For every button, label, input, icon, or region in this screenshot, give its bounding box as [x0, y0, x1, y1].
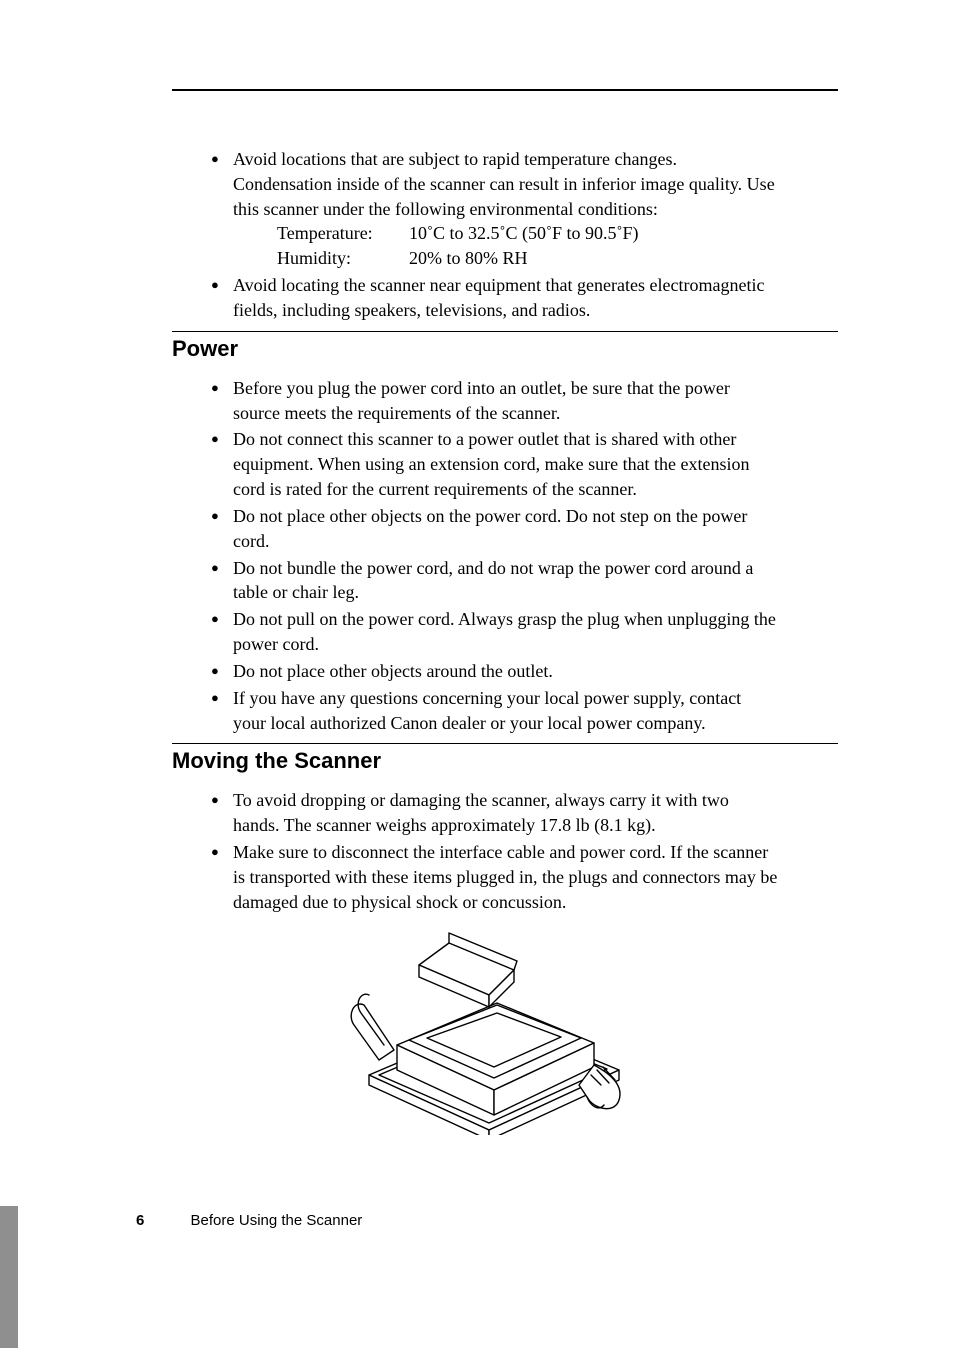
top-rule	[172, 89, 838, 91]
bullet-outlet-objects: Do not place other objects around the ou…	[211, 659, 838, 684]
bullet-disconnect-cables: Make sure to disconnect the interface ca…	[211, 840, 838, 914]
text: is transported with these items plugged …	[233, 867, 777, 887]
section-rule-power	[172, 331, 838, 332]
text: If you have any questions concerning you…	[233, 688, 741, 708]
heading-moving: Moving the Scanner	[172, 748, 838, 774]
text: hands. The scanner weighs approximately …	[233, 815, 656, 835]
text: fields, including speakers, televisions,…	[233, 300, 590, 320]
scanner-carry-illustration	[339, 925, 838, 1142]
text: Do not place other objects around the ou…	[233, 661, 553, 681]
text: your local authorized Canon dealer or yo…	[233, 713, 706, 733]
text: Do not place other objects on the power …	[233, 506, 747, 526]
text: Do not connect this scanner to a power o…	[233, 429, 736, 449]
bullet-power-source: Before you plug the power cord into an o…	[211, 376, 838, 426]
text: Before you plug the power cord into an o…	[233, 378, 730, 398]
heading-power: Power	[172, 336, 838, 362]
text: power cord.	[233, 634, 319, 654]
side-tab	[0, 1206, 18, 1348]
text: Condensation inside of the scanner can r…	[233, 174, 775, 194]
page-footer: 6 Before Using the Scanner	[136, 1212, 362, 1229]
text: Make sure to disconnect the interface ca…	[233, 842, 768, 862]
bullet-bundle-cord: Do not bundle the power cord, and do not…	[211, 556, 838, 606]
bullet-shared-outlet: Do not connect this scanner to a power o…	[211, 427, 838, 501]
env-temperature: Temperature: 10˚C to 32.5˚C (50˚F to 90.…	[233, 221, 838, 246]
text: Do not pull on the power cord. Always gr…	[233, 609, 776, 629]
bullet-pull-cord: Do not pull on the power cord. Always gr…	[211, 607, 838, 657]
power-bullets-block: Before you plug the power cord into an o…	[136, 376, 838, 736]
env-temp-label: Temperature:	[277, 221, 409, 246]
bullet-electromagnetic: Avoid locating the scanner near equipmen…	[211, 273, 838, 323]
bullet-cord-objects: Do not place other objects on the power …	[211, 504, 838, 554]
text: damaged due to physical shock or concuss…	[233, 892, 566, 912]
text: Avoid locations that are subject to rapi…	[233, 149, 677, 169]
page-number: 6	[136, 1212, 144, 1229]
text: Avoid locating the scanner near equipmen…	[233, 275, 764, 295]
env-humidity: Humidity: 20% to 80% RH	[233, 246, 838, 271]
text: Do not bundle the power cord, and do not…	[233, 558, 753, 578]
text: table or chair leg.	[233, 582, 359, 602]
bullet-carry-two-hands: To avoid dropping or damaging the scanne…	[211, 788, 838, 838]
env-hum-value: 20% to 80% RH	[409, 246, 528, 271]
text: source meets the requirements of the sca…	[233, 403, 560, 423]
text: To avoid dropping or damaging the scanne…	[233, 790, 729, 810]
text: equipment. When using an extension cord,…	[233, 454, 750, 474]
text: cord.	[233, 531, 269, 551]
text: this scanner under the following environ…	[233, 199, 658, 219]
scanner-svg-icon	[339, 925, 639, 1135]
section-rule-moving	[172, 743, 838, 744]
chapter-name: Before Using the Scanner	[191, 1212, 363, 1229]
moving-bullets-block: To avoid dropping or damaging the scanne…	[136, 788, 838, 1141]
text: cord is rated for the current requiremen…	[233, 479, 637, 499]
env-temp-value: 10˚C to 32.5˚C (50˚F to 90.5˚F)	[409, 221, 639, 246]
bullet-temp-conditions: Avoid locations that are subject to rapi…	[211, 147, 838, 271]
env-hum-label: Humidity:	[277, 246, 409, 271]
page-content: Avoid locations that are subject to rapi…	[136, 89, 838, 1141]
bullet-power-questions: If you have any questions concerning you…	[211, 686, 838, 736]
top-bullets-block: Avoid locations that are subject to rapi…	[136, 147, 838, 323]
